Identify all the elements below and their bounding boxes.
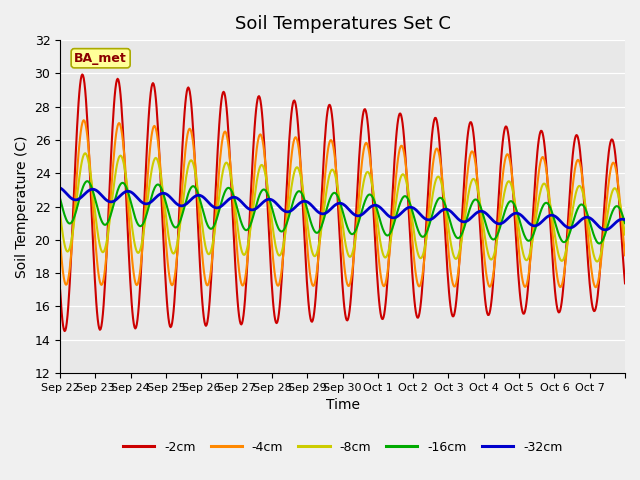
- -32cm: [433, 212, 440, 218]
- -16cm: [84, 178, 92, 184]
- -8cm: [276, 252, 284, 258]
- Line: -2cm: -2cm: [60, 74, 625, 331]
- -4cm: [276, 276, 284, 282]
- -16cm: [433, 198, 441, 204]
- -16cm: [227, 187, 235, 193]
- -8cm: [124, 183, 131, 189]
- -2cm: [79, 72, 86, 77]
- -2cm: [434, 125, 442, 131]
- -8cm: [255, 167, 263, 173]
- -32cm: [621, 217, 629, 223]
- -2cm: [228, 192, 236, 197]
- -32cm: [56, 185, 64, 191]
- -8cm: [621, 232, 629, 238]
- X-axis label: Time: Time: [326, 398, 360, 412]
- -4cm: [80, 117, 88, 123]
- -4cm: [56, 239, 64, 244]
- -8cm: [227, 174, 235, 180]
- -8cm: [593, 259, 601, 264]
- -16cm: [595, 240, 603, 246]
- -16cm: [621, 220, 629, 226]
- -16cm: [402, 193, 410, 199]
- -2cm: [61, 328, 68, 334]
- -4cm: [621, 252, 629, 258]
- -8cm: [81, 150, 89, 156]
- -8cm: [402, 176, 410, 181]
- -4cm: [255, 133, 263, 139]
- -16cm: [124, 187, 131, 192]
- -8cm: [433, 174, 441, 180]
- -4cm: [402, 160, 410, 166]
- -2cm: [621, 280, 629, 286]
- -16cm: [56, 196, 64, 202]
- -2cm: [277, 286, 285, 291]
- -32cm: [123, 189, 131, 194]
- -32cm: [401, 207, 409, 213]
- Line: -8cm: -8cm: [60, 153, 625, 262]
- Text: BA_met: BA_met: [74, 52, 127, 65]
- -4cm: [227, 169, 235, 175]
- Y-axis label: Soil Temperature (C): Soil Temperature (C): [15, 135, 29, 278]
- -4cm: [433, 146, 441, 152]
- Line: -32cm: -32cm: [60, 188, 625, 230]
- Legend: -2cm, -4cm, -8cm, -16cm, -32cm: -2cm, -4cm, -8cm, -16cm, -32cm: [118, 436, 568, 459]
- Line: -4cm: -4cm: [60, 120, 625, 287]
- -8cm: [56, 211, 64, 217]
- Line: -16cm: -16cm: [60, 181, 625, 243]
- -2cm: [124, 232, 132, 238]
- -2cm: [56, 288, 64, 293]
- -32cm: [255, 204, 262, 210]
- Title: Soil Temperatures Set C: Soil Temperatures Set C: [235, 15, 451, 33]
- -16cm: [276, 228, 284, 234]
- -2cm: [256, 95, 264, 100]
- -16cm: [255, 193, 263, 199]
- -4cm: [592, 284, 600, 290]
- -32cm: [601, 227, 609, 233]
- -32cm: [276, 204, 284, 210]
- -2cm: [403, 167, 410, 172]
- -32cm: [227, 195, 234, 201]
- -4cm: [124, 191, 131, 196]
